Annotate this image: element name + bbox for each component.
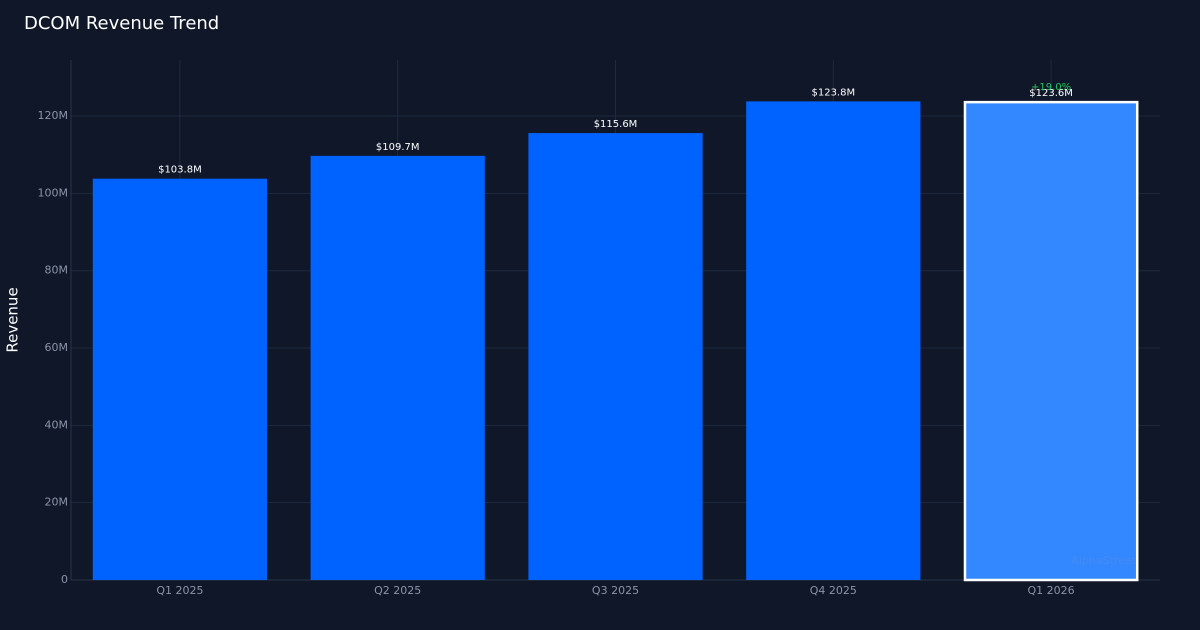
x-tick-label: Q3 2025 — [592, 584, 639, 597]
x-tick-label: Q1 2025 — [156, 584, 203, 597]
y-tick-label: 80M — [45, 264, 69, 277]
value-label: $123.6M — [1029, 88, 1073, 99]
y-tick-label: 40M — [45, 418, 69, 431]
bar — [310, 155, 485, 580]
y-tick-label: 100M — [38, 186, 69, 199]
bar — [92, 178, 268, 580]
y-tick-label: 60M — [45, 341, 69, 354]
value-label: $103.8M — [158, 165, 202, 176]
bar — [746, 101, 921, 580]
annotation: +19.0% — [1031, 82, 1071, 93]
value-label: $109.7M — [376, 142, 420, 153]
x-tick-label: Q2 2025 — [374, 584, 421, 597]
chart-title: DCOM Revenue Trend — [24, 13, 219, 34]
y-tick-label: 20M — [45, 496, 69, 509]
value-label: $115.6M — [594, 119, 638, 130]
x-tick-label: Q1 2026 — [1028, 584, 1075, 597]
y-tick-label: 120M — [38, 109, 69, 122]
x-tick-label: Q4 2025 — [810, 584, 857, 597]
watermark: AlphaStreet — [1071, 554, 1136, 567]
value-label: $123.8M — [811, 87, 855, 98]
bar — [528, 133, 703, 581]
y-axis-label: Revenue — [4, 287, 22, 352]
bar — [963, 100, 1139, 582]
y-tick-label: 0 — [61, 573, 68, 586]
